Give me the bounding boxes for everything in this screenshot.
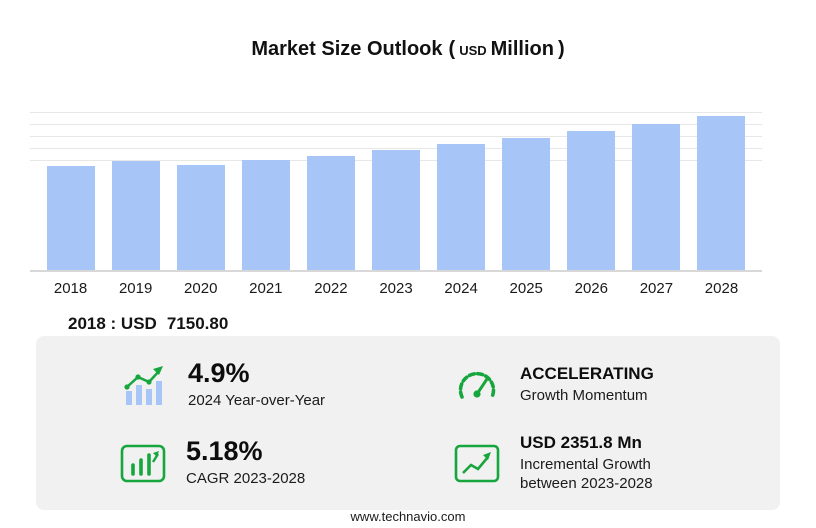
title-unit-currency: USD	[459, 43, 487, 58]
x-axis-label-2027: 2027	[639, 280, 674, 297]
stat-value-momentum: ACCELERATING	[520, 363, 654, 383]
bar-2023	[372, 150, 421, 270]
base-year-amount: 7150.80	[166, 314, 229, 333]
bar-2020	[176, 165, 225, 270]
bar-2027	[632, 124, 681, 270]
x-axis-label-2021: 2021	[249, 280, 283, 297]
x-axis-label-2018: 2018	[53, 280, 88, 297]
bar-2024	[437, 144, 486, 270]
x-axis-label-2025: 2025	[509, 280, 543, 297]
cagr-chart-icon	[120, 442, 166, 484]
yoy-bars-icon	[120, 363, 168, 407]
stat-label-cagr: CAGR 2023-2028	[186, 469, 306, 487]
base-year-value: 2018 : USD 7150.80	[68, 314, 228, 334]
bar-column-2028: 2028	[689, 102, 754, 297]
bar-column-2018: 2018	[38, 102, 103, 297]
stats-panel: 4.9% 2024 Year-over-Year ACCELERATING Gr…	[36, 336, 780, 510]
bar-2018	[46, 166, 95, 270]
bar-2022	[306, 156, 355, 270]
x-axis-label-2020: 2020	[184, 280, 218, 297]
market-size-bar-chart: 2018 2019 2020 2021 2022 2023 2024 2025 2026 2027…	[30, 102, 762, 297]
bar-column-2027: 2027	[624, 102, 689, 297]
bar-column-2024: 2024	[429, 102, 494, 297]
stat-value-incremental: USD 2351.8 Mn	[520, 432, 642, 452]
stat-growth-momentum: ACCELERATING Growth Momentum	[408, 346, 780, 424]
title-unit-scale: Million	[490, 38, 554, 60]
title-paren-close: )	[557, 38, 565, 60]
stat-label-incremental: Incremental Growth between 2023-2028	[520, 455, 653, 492]
speedometer-icon	[454, 365, 500, 405]
title-paren-open: (	[448, 38, 456, 60]
page-title: Market Size Outlook(USD Million)	[0, 38, 816, 61]
stat-incremental-growth: USD 2351.8 Mn Incremental Growth between…	[408, 424, 780, 502]
x-axis-label-2023: 2023	[379, 280, 413, 297]
bar-column-2020: 2020	[168, 102, 233, 297]
stat-value-yoy: 4.9%	[188, 358, 250, 389]
bar-column-2019: 2019	[103, 102, 168, 297]
incremental-growth-icon	[454, 442, 500, 484]
bar-column-2022: 2022	[298, 102, 363, 297]
stat-label-yoy: 2024 Year-over-Year	[188, 391, 326, 409]
gridline	[30, 124, 762, 125]
bar-column-2025: 2025	[494, 102, 559, 297]
bar-group: 2018 2019 2020 2021 2022 2023 2024 2025 2026 2027…	[30, 102, 762, 297]
gridline	[30, 148, 762, 149]
stat-yoy-growth: 4.9% 2024 Year-over-Year	[36, 346, 408, 424]
title-text: Market Size Outlook	[251, 38, 443, 60]
stat-cagr: 5.18% CAGR 2023-2028	[36, 424, 408, 502]
x-axis-label-2028: 2028	[704, 280, 739, 297]
footer-url: www.technavio.com	[350, 509, 466, 524]
bar-column-2021: 2021	[233, 102, 298, 297]
gridline	[30, 112, 762, 113]
bar-2021	[241, 160, 290, 270]
bar-column-2023: 2023	[363, 102, 428, 297]
bar-2025	[502, 138, 551, 270]
stat-value-cagr: 5.18%	[186, 436, 263, 467]
x-axis-label-2022: 2022	[314, 280, 348, 297]
gridline	[30, 136, 762, 137]
base-year-label: 2018 : USD	[68, 314, 157, 333]
bar-column-2026: 2026	[559, 102, 624, 297]
stat-label-momentum: Growth Momentum	[520, 387, 648, 405]
bar-2026	[567, 131, 616, 270]
title-unit: (USD Million)	[449, 38, 565, 60]
x-axis-label-2026: 2026	[574, 280, 608, 297]
bar-2019	[111, 161, 160, 270]
bar-2028	[697, 116, 746, 270]
x-axis-label-2024: 2024	[444, 280, 478, 297]
x-axis-label-2019: 2019	[118, 280, 153, 297]
